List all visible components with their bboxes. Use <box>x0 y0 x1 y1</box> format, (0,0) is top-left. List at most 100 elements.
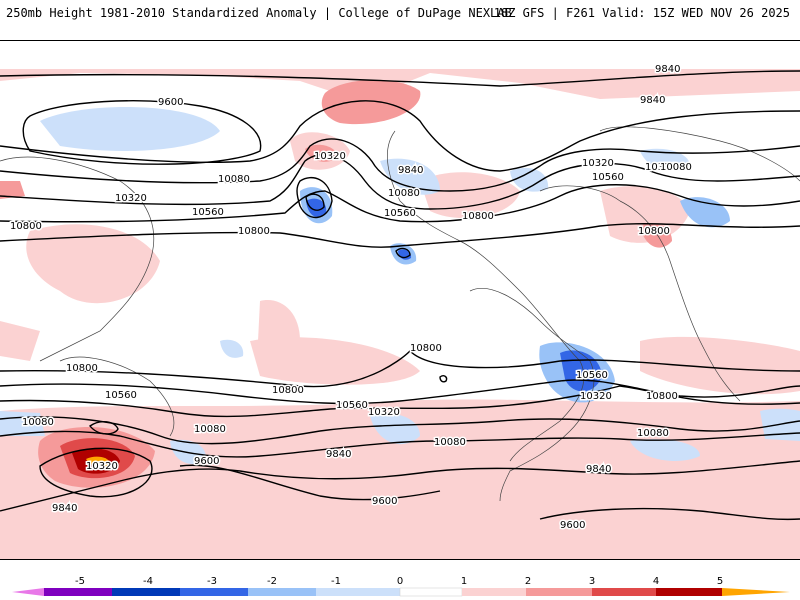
contour-label: 9600 <box>372 496 397 507</box>
anomaly-area <box>0 321 40 361</box>
colorbar-tick-label: 1 <box>460 576 468 587</box>
contour-line <box>0 138 800 192</box>
colorbar-segment <box>180 588 248 596</box>
colorbar-tick-label: -3 <box>207 576 217 587</box>
contour-label: 10080 <box>434 437 466 448</box>
contour-label: 10320 <box>582 158 614 169</box>
contour-label: 10320 <box>368 407 400 418</box>
contour-label: 10320 <box>314 151 346 162</box>
anomaly-map: 9840 9600 9840 10080 10320 10800 10320 1… <box>0 63 800 559</box>
colorbar-tick-label: -5 <box>75 576 85 587</box>
colorbar-segment <box>112 588 180 596</box>
contour-label: 9840 <box>655 64 680 75</box>
anomaly-area <box>86 456 110 468</box>
contour-label: 10080 <box>637 428 669 439</box>
contour-label: 10560 <box>192 207 224 218</box>
contour-label: 9600 <box>194 456 219 467</box>
coastline <box>469 288 595 502</box>
contour-line <box>0 223 800 248</box>
anomaly-area <box>640 148 690 171</box>
colorbar-tick-label: 0 <box>396 576 404 587</box>
anomaly-area <box>250 337 420 385</box>
colorbar-segment <box>44 588 112 596</box>
contour-label: 10080 <box>22 417 54 428</box>
contour-labels: 9840 9600 9840 10080 10320 10800 10320 1… <box>9 63 694 533</box>
contour-line <box>179 464 441 501</box>
contour-line <box>22 100 262 165</box>
contour-label: 10320 <box>115 193 147 204</box>
anomaly-area <box>640 223 672 248</box>
colorbar-segment <box>248 588 316 596</box>
anomaly-area <box>170 439 206 465</box>
contour-line <box>0 350 800 388</box>
colorbar-tick-label: 4 <box>652 576 660 587</box>
contour-label: 10560 <box>384 208 416 219</box>
contour-label: 10800 <box>272 385 304 396</box>
colorbar-segment <box>316 588 400 596</box>
colorbar-tick-label: -1 <box>331 576 341 587</box>
contour-label: 9840 <box>640 95 665 106</box>
colorbar-tick-label: 3 <box>588 576 596 587</box>
anomaly-area <box>40 107 220 151</box>
anomaly-area <box>510 167 549 192</box>
anomaly-area <box>680 197 730 228</box>
contour-label: 10320 <box>580 391 612 402</box>
contour-line <box>0 184 800 223</box>
colorbar-tick-label: -2 <box>267 576 277 587</box>
contour-line <box>88 421 119 435</box>
contour-label: 10080 <box>194 424 226 435</box>
contour-label: 10800 <box>66 363 98 374</box>
anomaly-area <box>306 198 327 217</box>
anomaly-area <box>600 186 690 243</box>
colorbar-tick-label: 5 <box>716 576 724 587</box>
colorbar-segment <box>592 588 656 596</box>
contour-label: 10800 <box>10 221 42 232</box>
contour-label: 10800 <box>410 343 442 354</box>
contour-line <box>439 375 448 383</box>
contour-label: 10560 <box>592 172 624 183</box>
contour-label: 10800 <box>462 211 494 222</box>
anomaly-area <box>321 79 421 125</box>
anomaly-area <box>0 181 25 199</box>
contour-label: 10560 <box>576 370 608 381</box>
contour-line <box>0 70 800 87</box>
contour-line <box>395 247 411 259</box>
coastline <box>59 356 175 437</box>
coastline <box>539 185 621 202</box>
contour-line <box>0 385 800 418</box>
contour-line <box>0 153 800 210</box>
colorbar <box>12 587 790 597</box>
anomaly-area <box>220 339 244 358</box>
contour-line <box>0 430 800 458</box>
contour-label: 10560 <box>105 390 137 401</box>
contour-label: 10800 <box>638 226 670 237</box>
contour-line <box>0 460 800 512</box>
map-panel: 9840 9600 9840 10080 10320 10800 10320 1… <box>0 40 800 560</box>
contour-label: 9840 <box>586 464 611 475</box>
contour-label: 9600 <box>158 97 183 108</box>
contour-label: 9840 <box>326 449 351 460</box>
colorbar-segment <box>526 588 592 596</box>
colorbar-segment <box>462 588 526 596</box>
contour-line <box>0 416 800 445</box>
contour-line <box>305 193 325 211</box>
contour-label: 10080 <box>218 174 250 185</box>
contour-label: 10800 <box>238 226 270 237</box>
coastline <box>0 156 154 362</box>
anomaly-area <box>630 439 700 461</box>
colorbar-segment <box>656 588 722 596</box>
anomaly-area <box>380 158 440 195</box>
coastline <box>619 200 741 402</box>
anomaly-area <box>420 172 520 219</box>
coastline <box>599 126 800 182</box>
contour-label: 9600 <box>560 520 585 531</box>
contour-line <box>0 379 800 405</box>
anomaly-area <box>370 413 420 445</box>
contour-label: 10320 <box>645 162 677 173</box>
contour-line <box>539 507 800 521</box>
contour-label: 9840 <box>52 503 77 514</box>
contour-label: 10560 <box>336 400 368 411</box>
contour-label: 9840 <box>398 165 423 176</box>
coastline <box>387 130 585 462</box>
anomaly-area <box>305 144 338 162</box>
